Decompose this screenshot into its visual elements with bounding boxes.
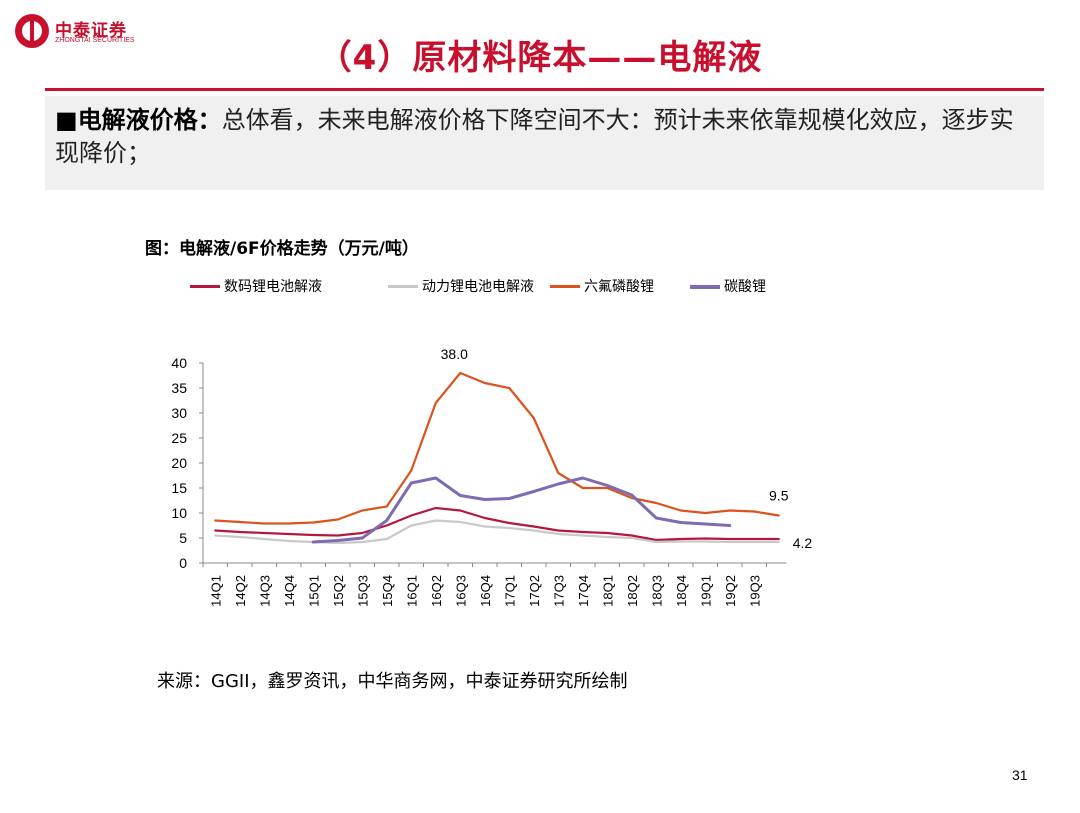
chart-title: 图：电解液/6F价格走势（万元/吨） [145, 239, 419, 259]
x-tick-label: 14Q1 [208, 575, 223, 607]
legend-label: 六氟磷酸锂 [584, 279, 654, 295]
x-tick-label: 18Q2 [625, 575, 640, 607]
legend-label: 数码锂电池解液 [224, 279, 322, 295]
x-tick-label: 17Q4 [576, 575, 591, 607]
y-tick-label: 40 [171, 355, 187, 371]
x-tick-label: 15Q1 [306, 575, 321, 607]
x-tick-label: 17Q2 [527, 575, 542, 607]
x-tick-label: 15Q4 [380, 575, 395, 607]
summary-lead: 电解液价格： [77, 106, 222, 134]
y-tick-label: 5 [179, 530, 187, 546]
source-note: 来源：GGII，鑫罗资讯，中华商务网，中泰证券研究所绘制 [157, 671, 628, 692]
y-tick-label: 10 [171, 505, 187, 521]
title-divider [45, 88, 1044, 91]
x-tick-label: 14Q2 [233, 575, 248, 607]
x-tick-label: 19Q1 [698, 575, 713, 607]
summary-body: 总体看，未来电解液价格下降空间不大：预计未来依靠规模化效应，逐步实现降价； [55, 106, 1014, 167]
legend-swatch [190, 285, 220, 288]
series-line-2 [214, 519, 780, 545]
y-tick-label: 30 [171, 405, 187, 421]
series-line-3 [214, 371, 780, 525]
legend-swatch [690, 285, 720, 289]
summary-box: ■电解液价格：总体看，未来电解液价格下降空间不大：预计未来依靠规模化效应，逐步实… [45, 96, 1044, 190]
page-title: （4）原材料降本——电解液 [317, 38, 763, 78]
x-tick-label: 18Q4 [674, 575, 689, 607]
x-tick-label: 17Q3 [551, 575, 566, 607]
company-logo: 中泰证券 ZHONGTAI SECURITIES [15, 14, 155, 50]
legend-label: 碳酸锂 [724, 279, 766, 295]
data-label: 4.2 [793, 535, 813, 551]
y-tick-label: 15 [171, 480, 187, 496]
page-number: 31 [1012, 767, 1028, 783]
x-tick-label: 17Q1 [502, 575, 517, 607]
x-tick-label: 16Q1 [404, 575, 419, 607]
legend-swatch [388, 285, 418, 288]
x-tick-label: 19Q3 [747, 575, 762, 607]
x-tick-label: 14Q3 [257, 575, 272, 607]
data-label: 9.5 [769, 488, 789, 504]
x-tick-label: 18Q3 [649, 575, 664, 607]
logo-name-cn: 中泰证券 [55, 21, 127, 41]
series-line-4 [311, 476, 732, 544]
x-tick-label: 16Q3 [453, 575, 468, 607]
x-tick-label: 15Q2 [331, 575, 346, 607]
x-tick-label: 18Q1 [600, 575, 615, 607]
legend-label: 动力锂电池电解液 [422, 279, 534, 295]
logo-name-en: ZHONGTAI SECURITIES [55, 37, 135, 44]
x-tick-label: 19Q2 [723, 575, 738, 607]
price-trend-chart: 0 5 10 15 20 25 30 35 40 14Q1 14Q2 14Q3 14Q4 15Q1 15Q2… [171, 346, 813, 607]
x-tick-label: 15Q3 [355, 575, 370, 607]
y-tick-label: 0 [179, 555, 187, 571]
legend-swatch [550, 285, 580, 288]
y-tick-label: 20 [171, 455, 187, 471]
logo-icon [15, 14, 49, 48]
x-tick-label: 14Q4 [282, 575, 297, 607]
series-line-1 [214, 506, 780, 542]
y-tick-label: 35 [171, 380, 187, 396]
summary-text: ■电解液价格：总体看，未来电解液价格下降空间不大：预计未来依靠规模化效应，逐步实… [55, 104, 1030, 170]
data-label: 38.0 [441, 346, 468, 362]
x-tick-label: 16Q2 [429, 575, 444, 607]
y-tick-label: 25 [171, 430, 187, 446]
x-tick-label: 16Q4 [478, 575, 493, 607]
summary-bullet: ■ [55, 106, 78, 134]
